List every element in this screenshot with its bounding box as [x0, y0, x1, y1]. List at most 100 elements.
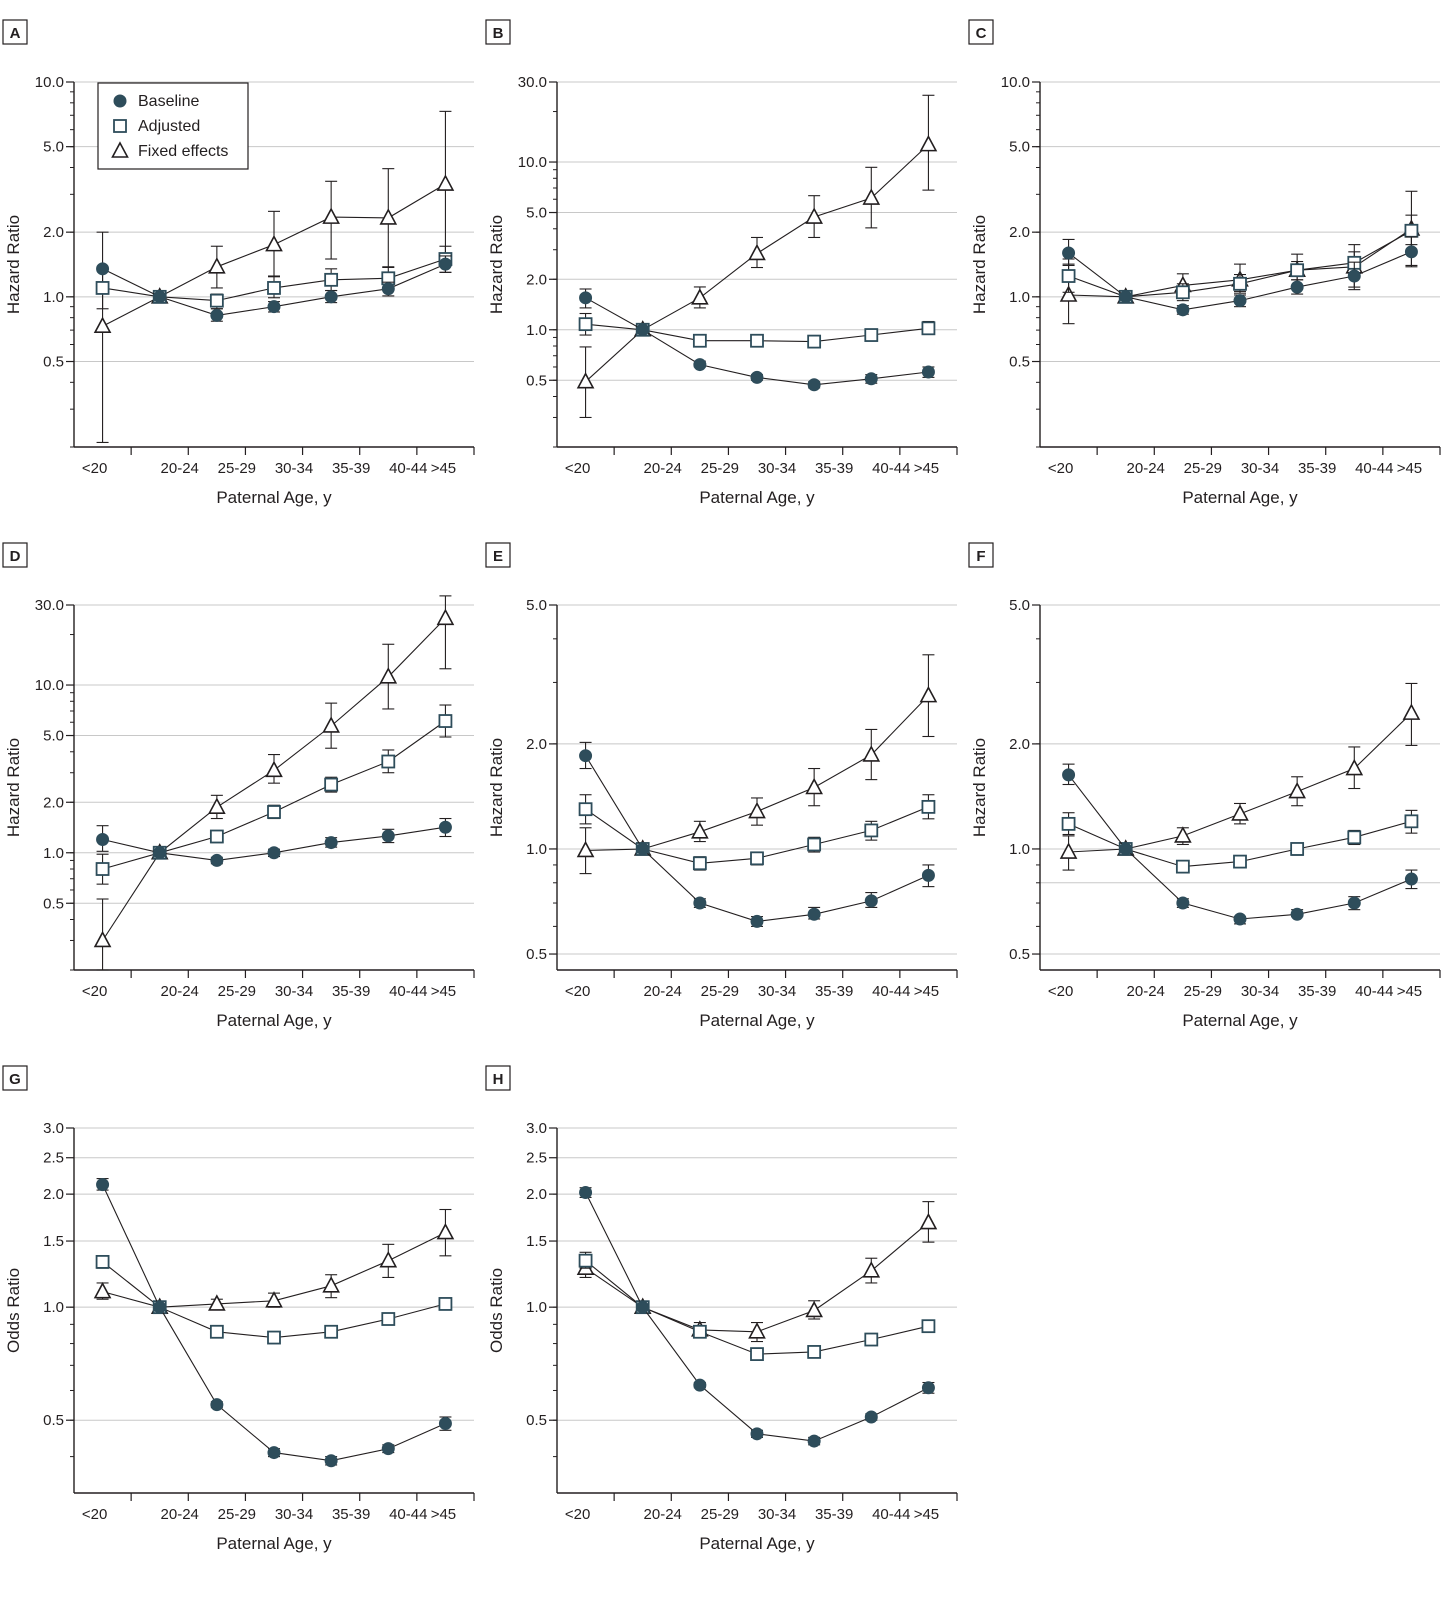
panel-letter-box	[968, 19, 994, 45]
data-point	[265, 760, 283, 778]
panel-letter-text: D	[10, 548, 21, 565]
y-tick-label: 2.0	[526, 271, 547, 288]
x-tick-label: <20	[565, 983, 590, 1000]
data-point	[693, 896, 707, 910]
data-point	[862, 188, 881, 205]
x-tick-label: 30-34	[758, 983, 796, 1000]
y-tick-label: 2.0	[43, 1186, 64, 1203]
x-tick-label: 40-44	[1355, 460, 1393, 477]
y-tick-label: 5.0	[1009, 597, 1030, 614]
data-point	[919, 685, 938, 703]
data-point	[807, 1345, 822, 1359]
y-axis-title: Hazard Ratio	[4, 215, 23, 314]
data-point	[1233, 294, 1247, 308]
y-axis-title: Hazard Ratio	[487, 738, 506, 837]
data-point	[807, 1434, 821, 1448]
data-point	[209, 1324, 224, 1339]
data-point	[322, 207, 340, 224]
legend-marker-adjusted	[113, 119, 127, 133]
panel-letter-box	[2, 542, 28, 568]
data-point	[921, 799, 936, 814]
data-point	[153, 846, 167, 860]
panel-h: H 0.5 1.0 1.5 2.0 2.5 3.0 <20 20-24 25-29 30-34 35-…	[485, 1065, 958, 1553]
data-point	[210, 853, 224, 867]
y-tick-label: 1.0	[1009, 841, 1030, 858]
data-point	[1290, 280, 1304, 294]
y-tick-label: 5.0	[43, 139, 64, 156]
data-point	[1347, 896, 1361, 910]
data-point	[93, 930, 112, 948]
data-point	[1402, 703, 1421, 720]
y-tick-label: 2.0	[43, 794, 64, 811]
y-tick-label: 0.5	[526, 372, 547, 389]
y-tick-label: 3.0	[526, 1120, 547, 1137]
data-point	[921, 868, 935, 882]
data-point	[864, 372, 878, 386]
y-axis-title: Hazard Ratio	[970, 215, 989, 314]
data-point	[748, 801, 766, 819]
series-baseline	[96, 817, 452, 867]
data-point	[1175, 285, 1190, 300]
y-tick-label: 0.5	[526, 1412, 547, 1429]
x-tick-label: 30-34	[1241, 460, 1279, 477]
x-tick-label: 25-29	[1184, 983, 1222, 1000]
series-fixed	[576, 1201, 938, 1343]
data-point	[210, 308, 224, 322]
data-point	[864, 328, 879, 342]
x-tick-label: 30-34	[1241, 983, 1279, 1000]
data-point	[436, 608, 455, 626]
series-line	[585, 1192, 929, 1442]
x-axis-title: Paternal Age, y	[1182, 488, 1298, 507]
data-point	[636, 842, 650, 856]
panel-letter-box	[2, 1065, 28, 1091]
x-axis-title: Paternal Age, y	[699, 1011, 815, 1030]
y-axis-title: Odds Ratio	[487, 1268, 506, 1353]
data-point	[381, 1442, 395, 1456]
data-point	[1119, 290, 1133, 304]
x-tick-label: >45	[1397, 460, 1422, 477]
data-point	[862, 1261, 881, 1278]
data-point	[1404, 245, 1418, 259]
x-axis-title: Paternal Age, y	[699, 1534, 815, 1553]
panel-letter: A	[2, 19, 28, 45]
x-tick-label: 25-29	[1184, 460, 1222, 477]
panel-letter-box	[485, 19, 511, 45]
x-tick-label: 30-34	[275, 1506, 313, 1523]
data-point	[379, 1250, 398, 1268]
data-point	[862, 745, 881, 762]
data-point	[438, 714, 453, 728]
data-point	[210, 1398, 224, 1412]
x-tick-label: >45	[914, 1506, 939, 1523]
data-point	[381, 1312, 396, 1326]
y-tick-label: 10.0	[35, 677, 64, 694]
data-point	[1061, 816, 1076, 831]
x-axis-title: Paternal Age, y	[216, 488, 332, 507]
x-axis-title: Paternal Age, y	[699, 488, 815, 507]
data-point	[1059, 842, 1078, 859]
x-tick-label: 20-24	[161, 1506, 199, 1523]
data-point	[807, 907, 821, 921]
x-tick-label: 30-34	[758, 460, 796, 477]
data-point	[921, 1381, 935, 1395]
data-point	[267, 1446, 281, 1460]
data-point	[96, 832, 110, 846]
panel-letter: C	[968, 19, 994, 45]
data-point	[1233, 912, 1247, 926]
data-point	[208, 1294, 226, 1311]
series-adjusted	[578, 794, 936, 871]
data-point	[324, 777, 339, 792]
series-fixed	[93, 595, 455, 971]
data-point	[864, 1332, 879, 1347]
data-point	[379, 208, 398, 225]
data-point	[1174, 826, 1192, 843]
panel-letter: B	[485, 19, 511, 45]
y-tick-label: 5.0	[526, 205, 547, 222]
data-point	[324, 272, 339, 287]
data-point	[921, 321, 936, 336]
x-tick-label: <20	[565, 1506, 590, 1523]
panel-letter-text: G	[9, 1071, 21, 1088]
data-point	[436, 174, 455, 191]
series-fixed	[576, 94, 938, 419]
data-point	[636, 1300, 650, 1314]
data-point	[208, 797, 226, 814]
